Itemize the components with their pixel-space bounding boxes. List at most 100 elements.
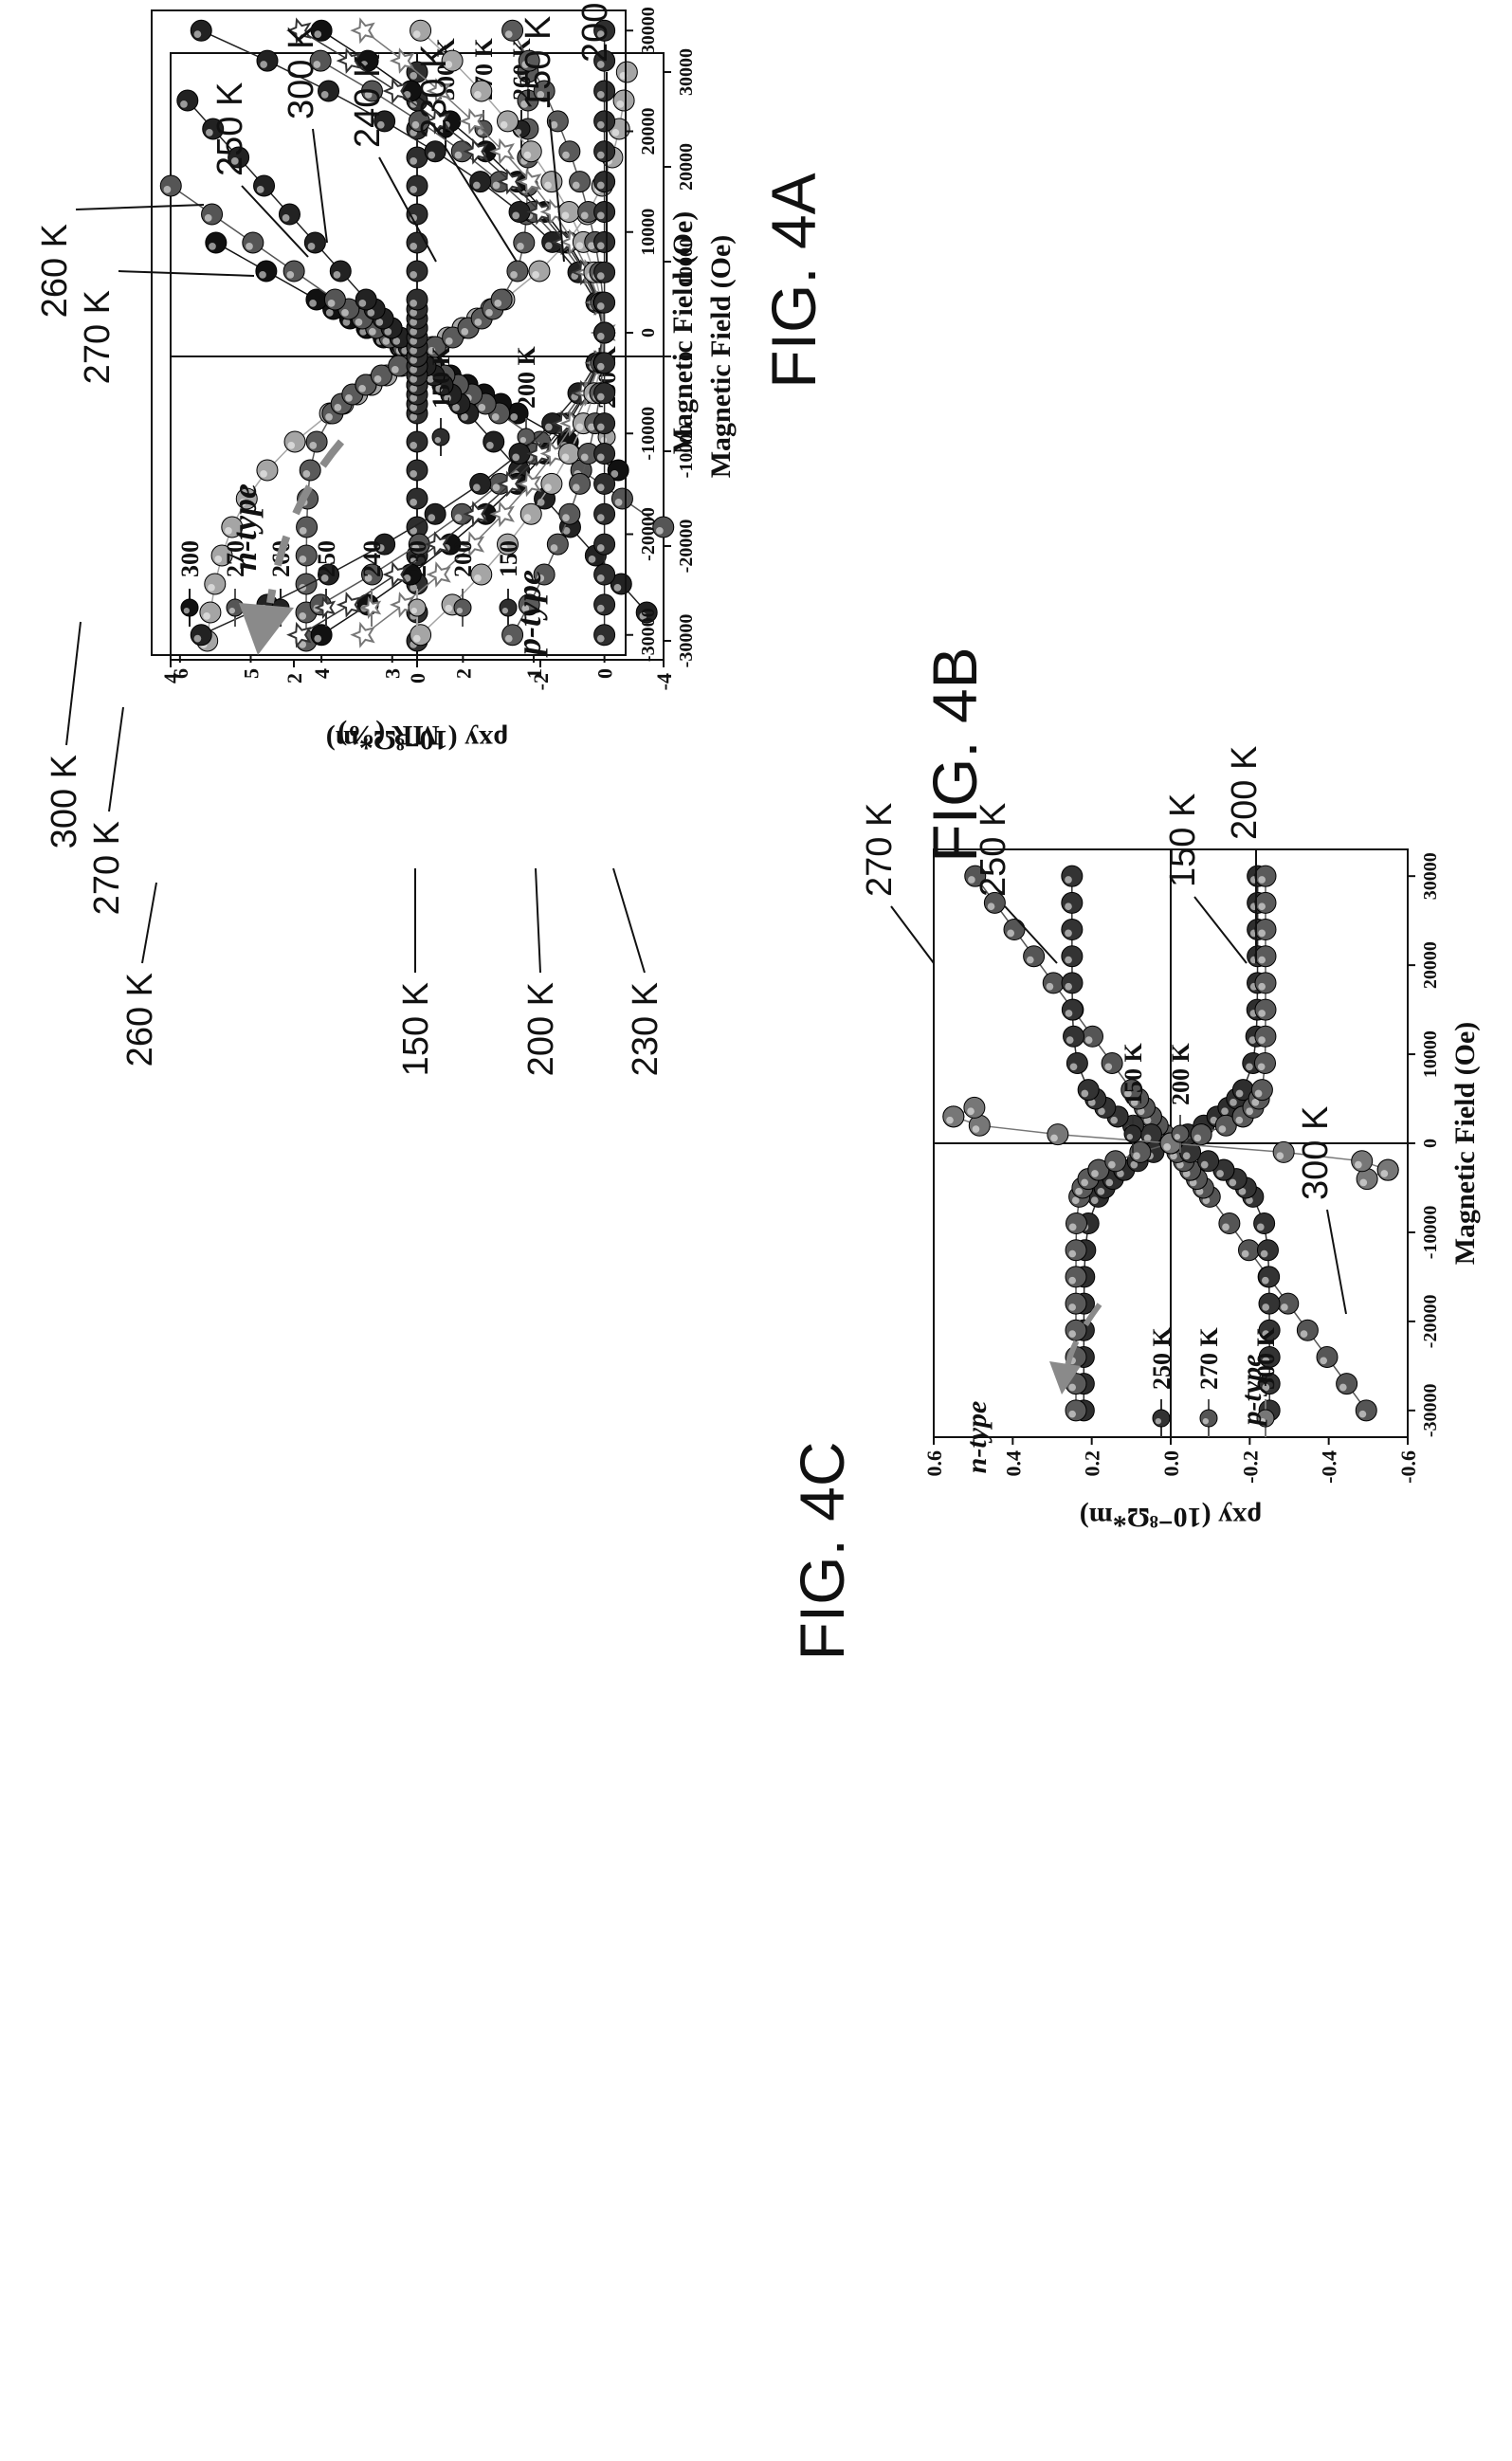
legend-marker: [1152, 1409, 1171, 1428]
data-point: [1023, 945, 1046, 968]
data-point: [286, 621, 312, 648]
svg-text:240 K: 240 K: [348, 54, 388, 148]
data-point: [497, 110, 519, 133]
data-point: [593, 352, 616, 374]
data-point: [593, 382, 616, 405]
data-point: [336, 592, 362, 618]
data-point: [299, 459, 321, 482]
data-point: [406, 288, 428, 311]
data-point: [204, 573, 227, 595]
legend-entry: 300 K: [1252, 1327, 1280, 1437]
x-tick-label: 0: [676, 352, 697, 361]
data-point: [593, 261, 616, 283]
legend-entry: 150: [495, 540, 522, 627]
data-point: [408, 110, 430, 133]
legend-label: 200: [449, 540, 477, 577]
callout-4a-300k: 300 K: [45, 621, 84, 848]
legend-marker: [499, 598, 518, 617]
data-point: [1120, 1079, 1143, 1102]
callout-4a-260k: 260 K: [120, 882, 160, 1066]
data-point: [964, 865, 987, 887]
data-point: [593, 502, 616, 525]
data-point: [469, 472, 492, 495]
data-point: [318, 563, 340, 586]
x-tick-label: 10000: [638, 209, 659, 256]
caption-fig4a: FIG. 4A: [758, 173, 829, 388]
x-tick-label: 20000: [676, 143, 697, 191]
y-tick-label: -0.2: [1238, 1450, 1262, 1484]
data-point: [1254, 998, 1277, 1021]
data-point: [497, 168, 522, 195]
x-tick-label: -30000: [676, 614, 697, 668]
data-point: [373, 110, 396, 133]
data-point: [506, 402, 529, 425]
x-tick-label: -20000: [1420, 1295, 1441, 1349]
y-tick-label: 0: [593, 668, 617, 679]
data-point: [459, 108, 485, 135]
data-point: [1047, 1123, 1069, 1146]
data-point: [406, 231, 428, 254]
legend-marker: [1256, 1409, 1275, 1428]
data-point: [190, 19, 212, 42]
data-point: [459, 531, 485, 557]
y-tick-label: -0.4: [1318, 1450, 1341, 1484]
callout-4c-300k: 300 K: [1296, 1106, 1347, 1315]
x-tick-label: 20000: [1420, 941, 1441, 989]
data-point: [406, 146, 428, 169]
callout-4a-270k: 270 K: [87, 706, 127, 915]
region-label-ptype-4c: p-type: [1236, 1355, 1267, 1429]
callout-4a-150k: 150 K: [396, 868, 436, 1076]
data-point: [1238, 1239, 1260, 1262]
data-point: [558, 140, 581, 163]
data-point: [489, 137, 515, 165]
data-point: [410, 19, 432, 42]
data-point: [283, 430, 306, 453]
region-label-ptype-4a: p-type: [510, 570, 548, 658]
data-point: [1077, 1079, 1100, 1102]
data-point: [355, 374, 377, 396]
data-point: [1254, 891, 1277, 914]
data-point: [593, 19, 616, 42]
x-tick-label: -20000: [638, 507, 659, 561]
data-point: [389, 592, 415, 618]
data-point: [1296, 1319, 1319, 1341]
caption-fig4c: FIG. 4C: [787, 1441, 857, 1660]
data-point: [593, 140, 616, 163]
data-point: [1258, 1373, 1281, 1395]
y-tick-label: 5: [239, 668, 263, 679]
y-tick-label: -2: [529, 673, 553, 690]
region-label-ntype-4c: n-type: [961, 1401, 993, 1474]
data-point: [408, 533, 430, 556]
x-tick-label: -30000: [1420, 1383, 1441, 1437]
data-point: [1129, 1140, 1152, 1163]
svg-text:270 K: 270 K: [87, 821, 127, 915]
data-point: [518, 593, 540, 616]
data-point: [1065, 1239, 1087, 1262]
data-point: [593, 230, 616, 253]
svg-text:250 K: 250 K: [974, 803, 1013, 897]
y-tick-label: 0.2: [1081, 1450, 1104, 1477]
svg-text:260 K: 260 K: [120, 973, 160, 1066]
data-point: [463, 137, 488, 165]
svg-text:260 K: 260 K: [35, 224, 75, 318]
data-point: [652, 516, 675, 538]
legend-entry: 230: [404, 540, 431, 627]
data-point: [329, 260, 352, 283]
data-point: [1065, 1399, 1087, 1422]
svg-text:300 K: 300 K: [282, 26, 321, 119]
data-point: [1258, 1292, 1281, 1315]
data-point: [1104, 1150, 1127, 1173]
data-point: [406, 459, 428, 482]
data-point: [450, 140, 473, 163]
data-point: [256, 49, 279, 72]
data-point: [593, 624, 616, 647]
data-point: [1212, 1158, 1235, 1181]
data-point: [426, 78, 451, 104]
data-point: [1061, 998, 1084, 1021]
callout-4b-270k: 270 K: [78, 270, 255, 384]
svg-text:270 K: 270 K: [78, 290, 118, 384]
data-point: [406, 487, 428, 510]
data-point: [1087, 1158, 1110, 1181]
legend-marker: [408, 598, 427, 617]
